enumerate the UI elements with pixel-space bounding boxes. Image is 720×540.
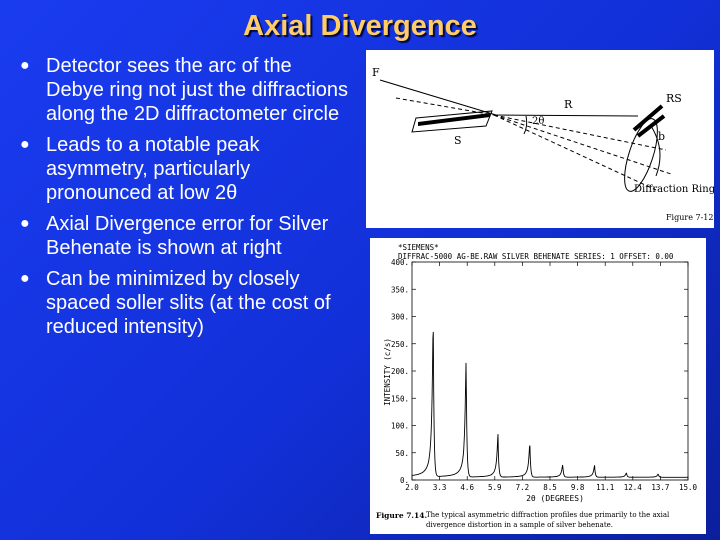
slide-title: Axial Divergence [243, 10, 477, 42]
x-tick-label: 12.4 [624, 483, 643, 492]
bullet-item: ● Can be minimized by closely spaced soll… [20, 267, 350, 339]
bullet-list: ● Detector sees the arc of the Debye ring… [20, 54, 350, 346]
chart-y-label: INTENSITY (c/s) [383, 338, 392, 406]
x-tick-label: 8.5 [543, 483, 557, 492]
xrd-chart: *SIEMENS* DIFFRAC-5000 AG-BE.RAW SILVER … [376, 243, 698, 520]
chart-header-line-1: *SIEMENS* [398, 243, 439, 252]
dashed-line-3 [493, 114, 657, 191]
label-f: F [372, 66, 380, 79]
sample-shape [411, 110, 493, 133]
y-tick-label: 350. [391, 285, 409, 294]
figure-number: Figure 7-12 [666, 213, 713, 222]
x-tick-label: 3.3 [433, 483, 447, 492]
label-s: S [454, 134, 462, 147]
bullet-text: Can be minimized by closely spaced solle… [46, 268, 331, 338]
diffraction-geometry-diagram: F R RS S 2θ b Diffraction Ring Figure 7-… [366, 50, 716, 228]
y-tick-label: 400. [391, 258, 409, 267]
label-r: R [564, 98, 573, 111]
bullet-text: Leads to a notable peak asymmetry, parti… [46, 134, 260, 204]
incident-beam [379, 79, 497, 116]
bullet-text: Detector sees the arc of the Debye ring … [46, 55, 349, 125]
sample-fill [418, 113, 490, 126]
b-arc [650, 125, 661, 177]
incident-extension [395, 97, 495, 116]
y-tick-label: 300. [391, 313, 409, 322]
x-tick-label: 15.0 [679, 483, 698, 492]
xrd-chart-panel: *SIEMENS* DIFFRAC-5000 AG-BE.RAW SILVER … [370, 238, 706, 534]
bullet-item: ● Leads to a notable peak asymmetry, part… [20, 133, 350, 205]
y-tick-label: 250. [391, 340, 409, 349]
bullet-dot-icon: ● [20, 215, 30, 232]
x-tick-label: 9.8 [571, 483, 585, 492]
label-b: b [658, 130, 665, 143]
y-tick-label: 100. [391, 422, 409, 431]
dashed-line-1 [493, 114, 667, 151]
receiving-slit-1 [632, 104, 664, 132]
y-tick-label: 150. [391, 394, 409, 403]
chart-header-line-2: DIFFRAC-5000 AG-BE.RAW SILVER BEHENATE S… [398, 252, 674, 261]
y-tick-label: 0. [400, 476, 409, 485]
plot-frame [411, 261, 689, 481]
intensity-series-line [412, 331, 688, 478]
chart-caption: The typical asymmetric diffraction profi… [426, 511, 670, 529]
x-tick-label: 11.1 [596, 483, 614, 492]
diffraction-ring-ellipse [624, 118, 658, 192]
label-diffraction-ring: Diffraction Ring [634, 184, 714, 195]
x-tick-label: 7.2 [516, 483, 530, 492]
bullet-item: ● Detector sees the arc of the Debye ring… [20, 54, 350, 126]
diagram-svg: F R RS S 2θ b Diffraction Ring Figure 7-… [372, 66, 716, 222]
y-tick-label: 200. [391, 367, 409, 376]
chart-x-label: 2θ (DEGREES) [526, 494, 584, 503]
x-tick-label: 13.7 [651, 483, 669, 492]
dashed-line-2 [493, 114, 672, 175]
bullet-dot-icon: ● [20, 57, 30, 74]
chart-caption-label: Figure 7.14. [376, 511, 427, 520]
bullet-dot-icon: ● [20, 136, 30, 153]
x-tick-label: 5.9 [488, 483, 502, 492]
bullet-text: Axial Divergence error for Silver Behena… [46, 213, 329, 259]
bullet-dot-icon: ● [20, 270, 30, 287]
label-two-theta: 2θ [532, 116, 544, 127]
two-theta-arc [523, 115, 528, 135]
label-rs: RS [666, 92, 682, 105]
diffracted-beam [493, 114, 639, 117]
y-tick-label: 50. [395, 449, 409, 458]
x-tick-label: 4.6 [460, 483, 474, 492]
x-tick-label: 2.0 [405, 483, 419, 492]
bullet-item: ● Axial Divergence error for Silver Behen… [20, 212, 350, 260]
